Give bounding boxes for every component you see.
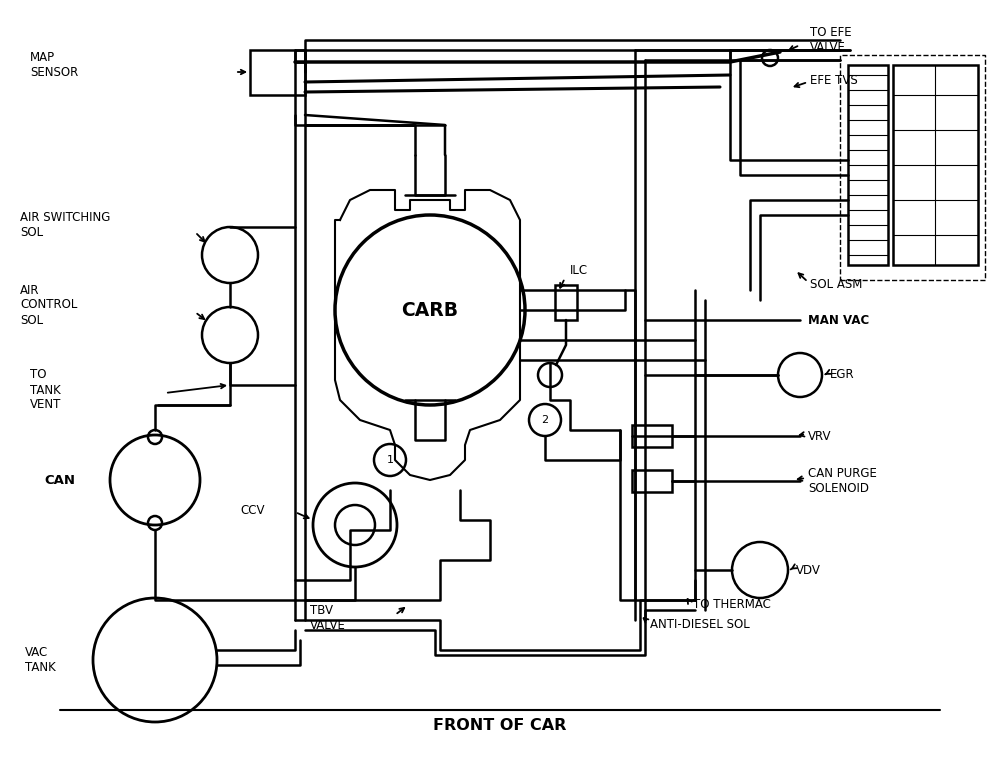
Text: 1: 1 [386,455,394,465]
Text: TO
TANK
VENT: TO TANK VENT [30,368,61,412]
Text: VAC
TANK: VAC TANK [25,646,56,674]
Text: ANTI-DIESEL SOL: ANTI-DIESEL SOL [650,619,750,632]
Text: CCV: CCV [240,504,264,517]
Text: SOL ASM: SOL ASM [810,279,862,291]
Text: FRONT OF CAR: FRONT OF CAR [433,718,567,733]
Text: EFE TVS: EFE TVS [810,74,858,87]
Text: AIR
CONTROL
SOL: AIR CONTROL SOL [20,284,77,326]
Text: TO EFE
VALVE: TO EFE VALVE [810,26,852,54]
Bar [893,65,978,265]
Text: VDV: VDV [796,563,821,577]
Text: MAP
SENSOR: MAP SENSOR [30,51,78,79]
Text: CAN PURGE
SOLENOID: CAN PURGE SOLENOID [808,467,877,495]
Text: VRV: VRV [808,429,832,442]
Bar [555,285,577,320]
Bar [840,55,985,280]
Bar [632,470,672,492]
Text: EGR: EGR [830,368,855,381]
Text: ILC: ILC [570,263,588,276]
Text: 2: 2 [541,415,549,425]
Text: TBV
VALVE: TBV VALVE [310,604,346,632]
Bar [250,50,305,95]
Bar [848,65,888,265]
Text: AIR SWITCHING
SOL: AIR SWITCHING SOL [20,211,110,239]
Text: MAN VAC: MAN VAC [808,314,869,326]
Text: TO THERMAC: TO THERMAC [693,598,771,612]
Bar [632,425,672,447]
Text: CARB: CARB [401,301,459,320]
Text: CAN: CAN [44,473,76,486]
